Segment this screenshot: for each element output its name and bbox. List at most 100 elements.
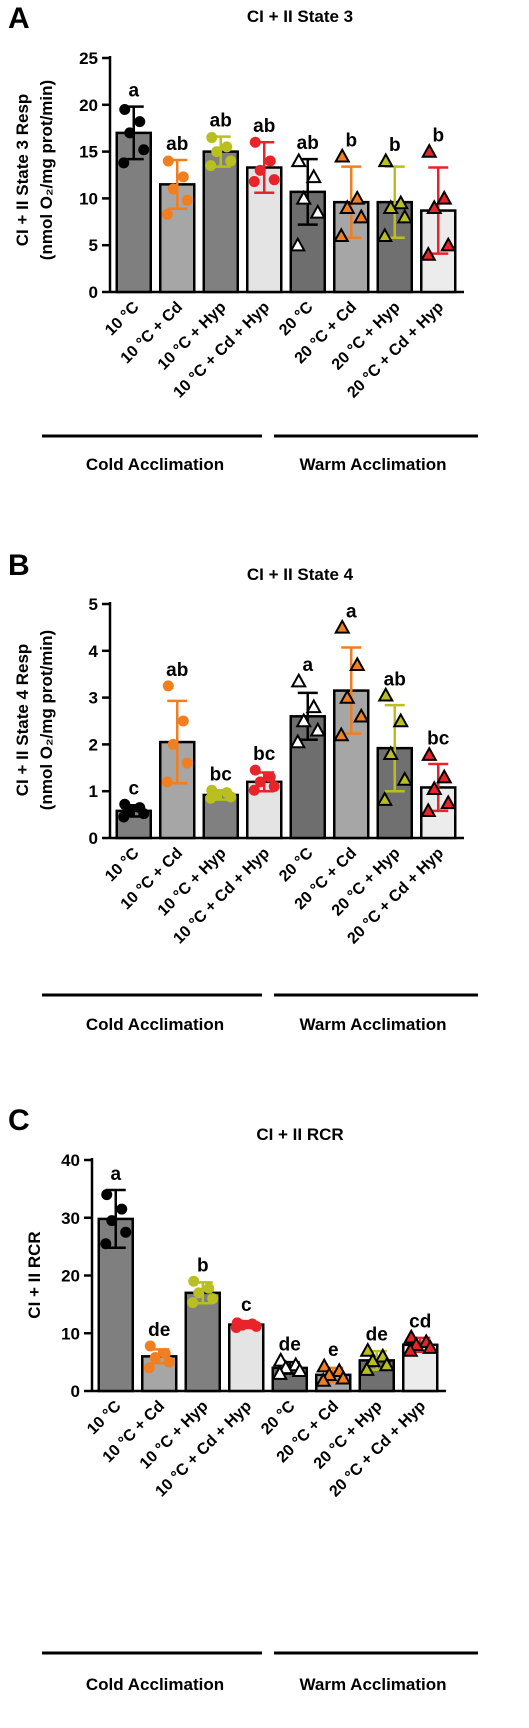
data-point: [159, 1347, 171, 1359]
data-point: [349, 189, 366, 205]
significance-letter: c: [241, 1295, 252, 1316]
data-point: [376, 791, 393, 806]
data-point: [264, 155, 276, 167]
data-point: [309, 203, 326, 219]
data-point: [162, 155, 174, 167]
y-tick-label: 20: [79, 96, 98, 115]
data-point: [167, 738, 179, 750]
data-point: [205, 792, 217, 804]
significance-letter: e: [328, 1340, 339, 1361]
significance-letter: a: [346, 601, 357, 622]
data-point: [118, 157, 130, 169]
y-tick-label: 3: [89, 689, 98, 708]
x-tick-label: 20 °C: [258, 1397, 299, 1438]
data-point: [426, 199, 443, 214]
y-tick-label: 0: [71, 1382, 80, 1401]
data-point: [305, 168, 322, 184]
data-point: [295, 189, 312, 205]
data-point: [422, 1339, 439, 1354]
data-point: [377, 152, 394, 168]
data-point: [225, 155, 237, 167]
data-point: [436, 768, 453, 784]
data-point: [187, 1297, 199, 1309]
data-point: [420, 802, 437, 818]
data-point: [203, 1282, 215, 1294]
data-point: [249, 764, 261, 776]
data-point: [359, 1342, 376, 1357]
bar: [184, 1291, 221, 1393]
data-point: [436, 189, 453, 205]
data-point: [364, 1352, 381, 1368]
data-point: [101, 1189, 113, 1201]
significance-letter: b: [197, 1255, 209, 1276]
data-point: [254, 776, 266, 788]
data-point: [207, 1293, 219, 1305]
group-label-cold: Cold Acclimation: [86, 1015, 224, 1034]
data-point: [177, 171, 189, 183]
chart-title: CI + II State 4: [247, 565, 354, 584]
data-point: [291, 1362, 308, 1377]
significance-letter: de: [279, 1334, 301, 1355]
x-tick-label: 10 °C: [102, 844, 143, 885]
data-point: [421, 746, 438, 761]
data-point: [149, 1352, 161, 1364]
data-point: [143, 1362, 155, 1374]
data-point: [211, 146, 223, 158]
data-point: [268, 781, 280, 793]
significance-letter: ab: [166, 660, 188, 681]
significance-letter: b: [345, 130, 357, 151]
data-point: [230, 1321, 242, 1333]
group-label-cold: Cold Acclimation: [86, 455, 224, 474]
data-point: [295, 712, 312, 728]
data-point: [392, 712, 409, 728]
chart-title: CI + II State 3: [247, 7, 353, 26]
data-point: [376, 227, 393, 243]
data-point: [440, 794, 457, 810]
data-point: [353, 208, 370, 224]
data-point: [290, 152, 307, 168]
y-tick-label: 25: [79, 49, 98, 68]
significance-letter: bc: [253, 744, 276, 765]
data-point: [271, 1365, 288, 1380]
data-point: [426, 780, 443, 796]
data-point: [358, 1361, 375, 1376]
data-point: [161, 776, 173, 788]
data-point: [124, 127, 136, 139]
y-tick-label: 10: [79, 189, 98, 208]
data-point: [339, 689, 356, 704]
data-point: [163, 1356, 175, 1368]
data-point: [138, 144, 150, 156]
data-point: [382, 745, 399, 760]
data-point: [315, 1372, 332, 1387]
bar: [202, 150, 239, 294]
significance-letter: ab: [384, 669, 406, 690]
y-axis-label: CI + II State 4 Resp: [13, 644, 32, 797]
y-tick-label: 10: [61, 1324, 80, 1343]
data-point: [378, 1356, 395, 1372]
data-point: [333, 726, 350, 742]
data-point: [377, 686, 394, 702]
significance-letter: ab: [253, 116, 275, 137]
data-point: [339, 199, 356, 214]
chart-panel-c: C CI + II RCR CI + II RCR 0 10 20 30 40 a 10 °C de…: [8, 1104, 478, 1694]
data-point: [421, 143, 438, 158]
y-tick-label: 0: [89, 829, 98, 848]
data-point: [177, 715, 189, 727]
data-point: [193, 1287, 205, 1299]
data-point: [290, 672, 307, 688]
data-point: [349, 656, 366, 672]
x-tick-label: 10 °C: [102, 298, 143, 339]
significance-letter: ab: [166, 134, 188, 155]
y-tick-label: 5: [89, 236, 98, 255]
data-point: [188, 1275, 200, 1287]
group-label-warm: Warm Acclimation: [299, 1675, 446, 1694]
significance-letter: c: [128, 778, 139, 799]
panel-letter: C: [8, 1104, 30, 1137]
data-point: [181, 194, 193, 206]
data-point: [420, 246, 437, 261]
x-tick-label: 20 °C: [276, 298, 317, 339]
bar: [228, 1323, 265, 1393]
significance-letter: de: [366, 1325, 388, 1346]
data-point: [316, 1357, 333, 1373]
significance-letter: a: [302, 655, 313, 676]
